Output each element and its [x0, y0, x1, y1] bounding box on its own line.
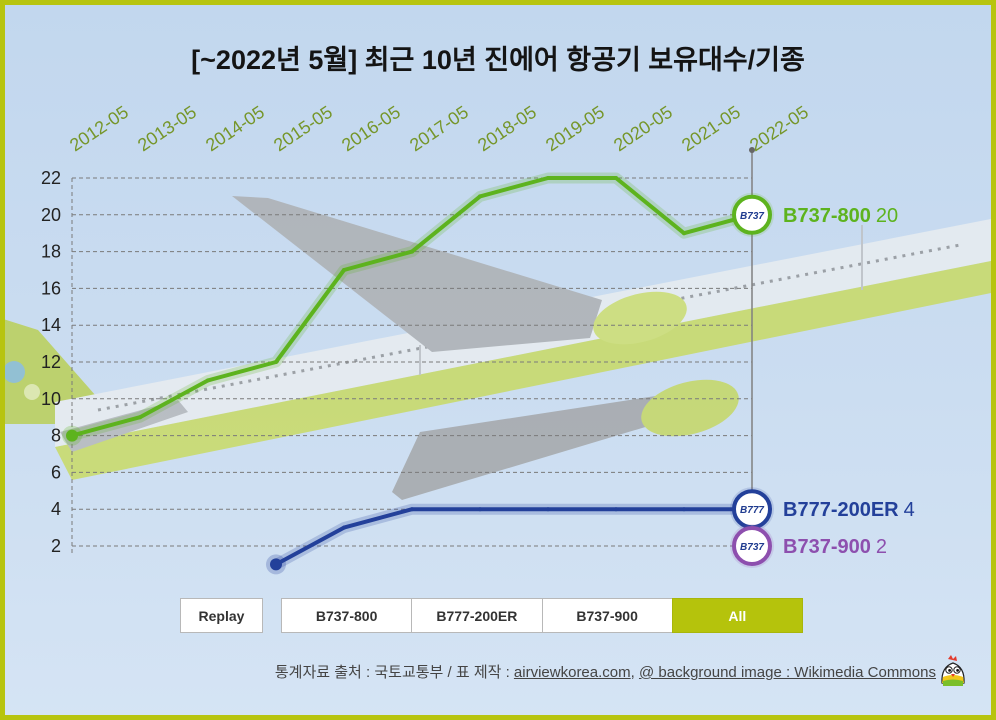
footer-separator: , [630, 664, 639, 681]
data-point [410, 507, 414, 512]
y-tick-label: 20 [41, 205, 61, 225]
y-tick-label: 10 [41, 389, 61, 409]
series-end-badge [732, 526, 772, 566]
series-value-label: 2 [876, 536, 887, 558]
footer-credits: 통계자료 출처 : 국토교통부 / 표 제작 : airviewkorea.co… [275, 661, 936, 682]
data-point [138, 415, 142, 420]
series-line-glow [270, 503, 758, 570]
data-point [546, 507, 550, 512]
y-tick-label: 8 [51, 426, 61, 446]
series-start-dot [66, 429, 78, 442]
data-point [614, 507, 618, 512]
data-point [546, 176, 550, 180]
data-point [478, 507, 482, 512]
replay-button[interactable]: Replay [180, 598, 263, 633]
y-tick-label: 12 [41, 352, 61, 372]
y-tick-label: 22 [41, 168, 61, 188]
x-tick-label: 2014-05 [202, 102, 268, 156]
data-point [682, 507, 686, 512]
filter-button-b777-200er[interactable]: B777-200ER [411, 598, 543, 633]
filter-button-b737-800[interactable]: B737-800 [281, 598, 413, 633]
series-value-label: 4 [904, 499, 915, 521]
series-line [274, 507, 754, 567]
x-tick-label: 2018-05 [474, 102, 540, 156]
data-point [410, 249, 414, 254]
current-period-marker-dot [749, 147, 755, 153]
x-tick-label: 2013-05 [134, 102, 200, 156]
series-end-label: B737-800 20 [783, 205, 898, 227]
series-name-label: B777-200ER [783, 499, 899, 521]
series-filter-group: B737-800 B777-200ER B737-900 All [281, 598, 803, 633]
series-end-label: B777-200ER 4 [783, 499, 915, 521]
series-value-label: 20 [876, 205, 898, 227]
y-tick-label: 6 [51, 462, 61, 482]
data-point [342, 525, 346, 530]
series-badge-text: B737 [740, 542, 764, 553]
series-end-markers: B737 B737-800 20 B777 B777-200ER 4 B737 B737-90… [730, 192, 915, 568]
filter-button-all[interactable]: All [671, 598, 803, 633]
y-axis-tick-labels: 2 4 6 8 10 12 14 16 18 20 22 [41, 168, 61, 556]
gridlines [71, 177, 752, 556]
series-line [70, 176, 754, 438]
x-tick-label: 2012-05 [66, 102, 132, 156]
x-tick-label: 2019-05 [542, 102, 608, 156]
airviewkorea-link[interactable]: airviewkorea.com [513, 664, 631, 681]
data-point [478, 194, 482, 199]
series-badge-text: B737 [740, 211, 764, 222]
series-name-label: B737-900 [783, 536, 871, 558]
x-axis-tick-labels: 2012-05 2013-05 2014-05 2015-05 2016-05 2017-… [66, 102, 812, 156]
series-name-label: B737-800 [783, 205, 871, 227]
series-end-label: B737-900 2 [783, 536, 887, 558]
data-point [682, 231, 686, 236]
series-start-dot [270, 558, 282, 571]
y-tick-label: 4 [51, 499, 61, 519]
x-tick-label: 2015-05 [270, 102, 336, 156]
bird-mascot-icon [941, 655, 965, 686]
series-badge-text: B777 [740, 505, 764, 516]
y-tick-label: 2 [51, 536, 61, 556]
x-tick-label: 2020-05 [610, 102, 676, 156]
data-point [274, 360, 278, 364]
x-tick-label: 2022-05 [746, 102, 812, 156]
source-text: 통계자료 출처 : 국토교통부 / 표 제작 : [274, 664, 514, 681]
chart-title: [~2022년 5월] 최근 10년 진에어 항공기 보유대수/기종 [191, 45, 805, 75]
series-lines [62, 147, 758, 575]
x-tick-label: 2021-05 [678, 102, 744, 156]
y-tick-label: 14 [41, 315, 61, 335]
wikimedia-commons-link[interactable]: @ background image : Wikimedia Commons [638, 664, 936, 681]
data-point [614, 176, 618, 180]
data-point [342, 268, 346, 272]
y-tick-label: 18 [41, 242, 61, 262]
series-end-badge [732, 194, 772, 235]
y-tick-label: 16 [41, 278, 61, 298]
data-point [206, 378, 210, 383]
filter-button-b737-900[interactable]: B737-900 [541, 598, 673, 633]
x-tick-label: 2016-05 [338, 102, 404, 156]
x-tick-label: 2017-05 [406, 102, 472, 156]
